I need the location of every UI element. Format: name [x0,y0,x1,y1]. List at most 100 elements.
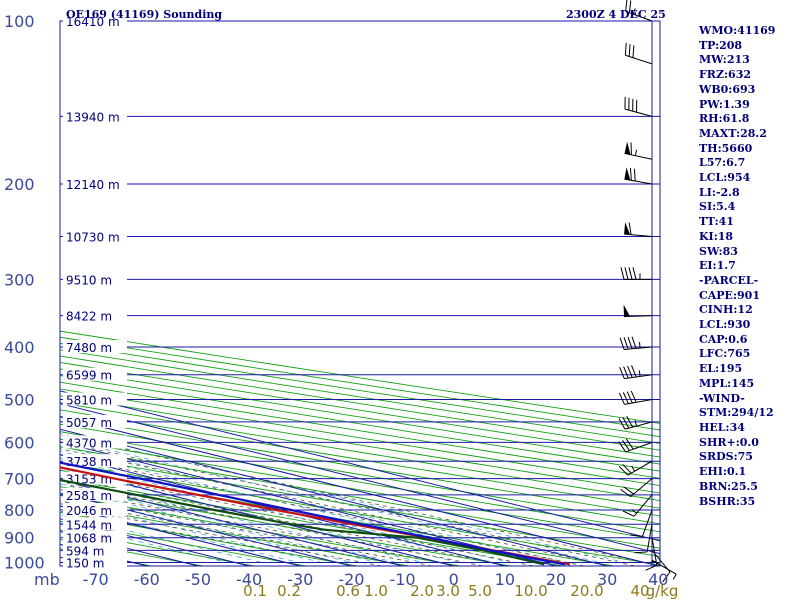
temperature-tick-label: -60 [134,570,160,589]
height-label: 16410 m [66,15,120,29]
wind-barb-flag [629,167,632,181]
height-label: 3738 m [66,455,112,469]
height-labels: 16410 m 13940 m 12140 m 10730 m 9510 m 8422 m… [63,14,127,570]
wind-barb-flag [622,510,635,517]
temperature-tick-label: 40 [648,570,668,589]
height-label: 5810 m [66,393,112,407]
wind-barb-flag [618,465,629,476]
height-label: 594 m [66,544,104,558]
height-label-bg [63,14,127,27]
wind-barb-staff [624,374,653,380]
dry-adiabat [60,402,660,502]
stat-item: L57:6.7 [699,156,746,170]
height-label-bg [63,272,127,286]
mixing-ratio-label: 0.6 [336,582,360,600]
dry-adiabat [60,431,660,533]
wind-barb-flag [622,463,632,474]
isotherm [60,415,659,566]
dry-adiabat [60,381,660,479]
stat-item: SI:5.4 [699,200,736,214]
stat-item: CAPE:901 [699,288,760,302]
wind-barb-half-flag [631,508,637,514]
dry-adiabat [60,361,660,458]
wind-barb-pennant [624,141,631,155]
isotherm [60,454,505,566]
parcel-trace [60,461,566,566]
wind-barb [624,141,653,160]
dry-adiabat [60,486,512,566]
wind-barb-half-flag [639,342,641,349]
wind-barb-flag [625,0,628,12]
temperature-tick-label: 20 [546,570,566,589]
height-label: 2581 m [66,489,112,503]
height-label-bg [63,340,127,354]
stat-item: LFC:765 [699,347,751,361]
height-label: 9510 m [66,273,112,287]
temperature-tick-label: -20 [338,570,364,589]
height-label-bg [63,435,127,449]
wind-barb [624,96,653,117]
temperature-tick-label: 10 [495,570,515,589]
height-label-bg [63,367,127,381]
wind-barb-staff [646,524,653,552]
stat-item: EI:1.7 [699,259,736,273]
wind-barb [618,438,653,453]
dry-adiabat [60,469,614,566]
wind-barb [623,304,653,318]
stat-item: RH:61.8 [699,112,750,126]
dry-adiabat [60,395,660,494]
wind-barb-flag [620,267,625,280]
dry-adiabat [60,494,460,566]
wind-barb-flag [623,337,629,350]
stat-item: LI:-2.8 [699,185,740,199]
isotherm [60,441,557,566]
wind-barb-half-flag [632,8,636,15]
wind-barb-flag [630,390,637,403]
plot-background [60,21,660,566]
stat-item: LCL:954 [699,171,751,185]
wind-barb [645,537,658,571]
stat-item: WB0:693 [699,82,756,96]
moist-adiabat [60,505,382,566]
wind-barb-flag [626,416,634,428]
wind-barb-staff [624,421,653,430]
wind-barb-flag [628,44,631,57]
stat-item: MAXT:28.2 [699,126,767,140]
height-label-bg [63,229,127,243]
wind-barb-staff [630,478,653,498]
height-label: 1068 m [66,532,112,546]
wind-barb-pennant [624,222,631,235]
pressure-label: 200 [4,175,35,194]
stat-item: SW:83 [699,244,738,258]
wind-barb-pennant [623,304,631,317]
stat-item: SRDS:75 [699,450,753,464]
wind-barb-flag [622,417,630,429]
wind-barb-flag [619,366,625,379]
height-label: 1544 m [66,518,112,532]
wind-barb-column [618,0,677,583]
wind-barb-staff [624,398,653,405]
stat-item: MPL:145 [699,376,755,390]
mixing-ratio-label: 0.2 [277,582,301,600]
wind-barb-half-flag [638,370,641,377]
height-label-bg [63,530,127,544]
height-label-bg [63,177,127,191]
height-label: 8422 m [66,310,112,324]
pressure-unit: mb [34,570,60,589]
dry-adiabat [60,454,660,558]
dewpoint-trace [60,478,545,566]
wind-barb-flag [620,488,631,498]
temperature-tick-label: -70 [83,570,109,589]
mixing-ratio-label: 5.0 [468,582,492,600]
mixing-ratio-label: 20.0 [570,582,603,600]
wind-barb [624,42,653,65]
wind-barb [622,494,653,517]
wind-barb-staff [624,152,653,160]
height-label: 2046 m [66,504,112,518]
mixing-ratio-label: 0.1 [243,582,267,600]
dry-adiabat [60,503,409,566]
stat-item: PW:1.39 [699,97,750,111]
wind-barb-flag [662,571,671,583]
wind-barb-flag [628,267,633,280]
stat-item: LCL:930 [699,318,751,332]
